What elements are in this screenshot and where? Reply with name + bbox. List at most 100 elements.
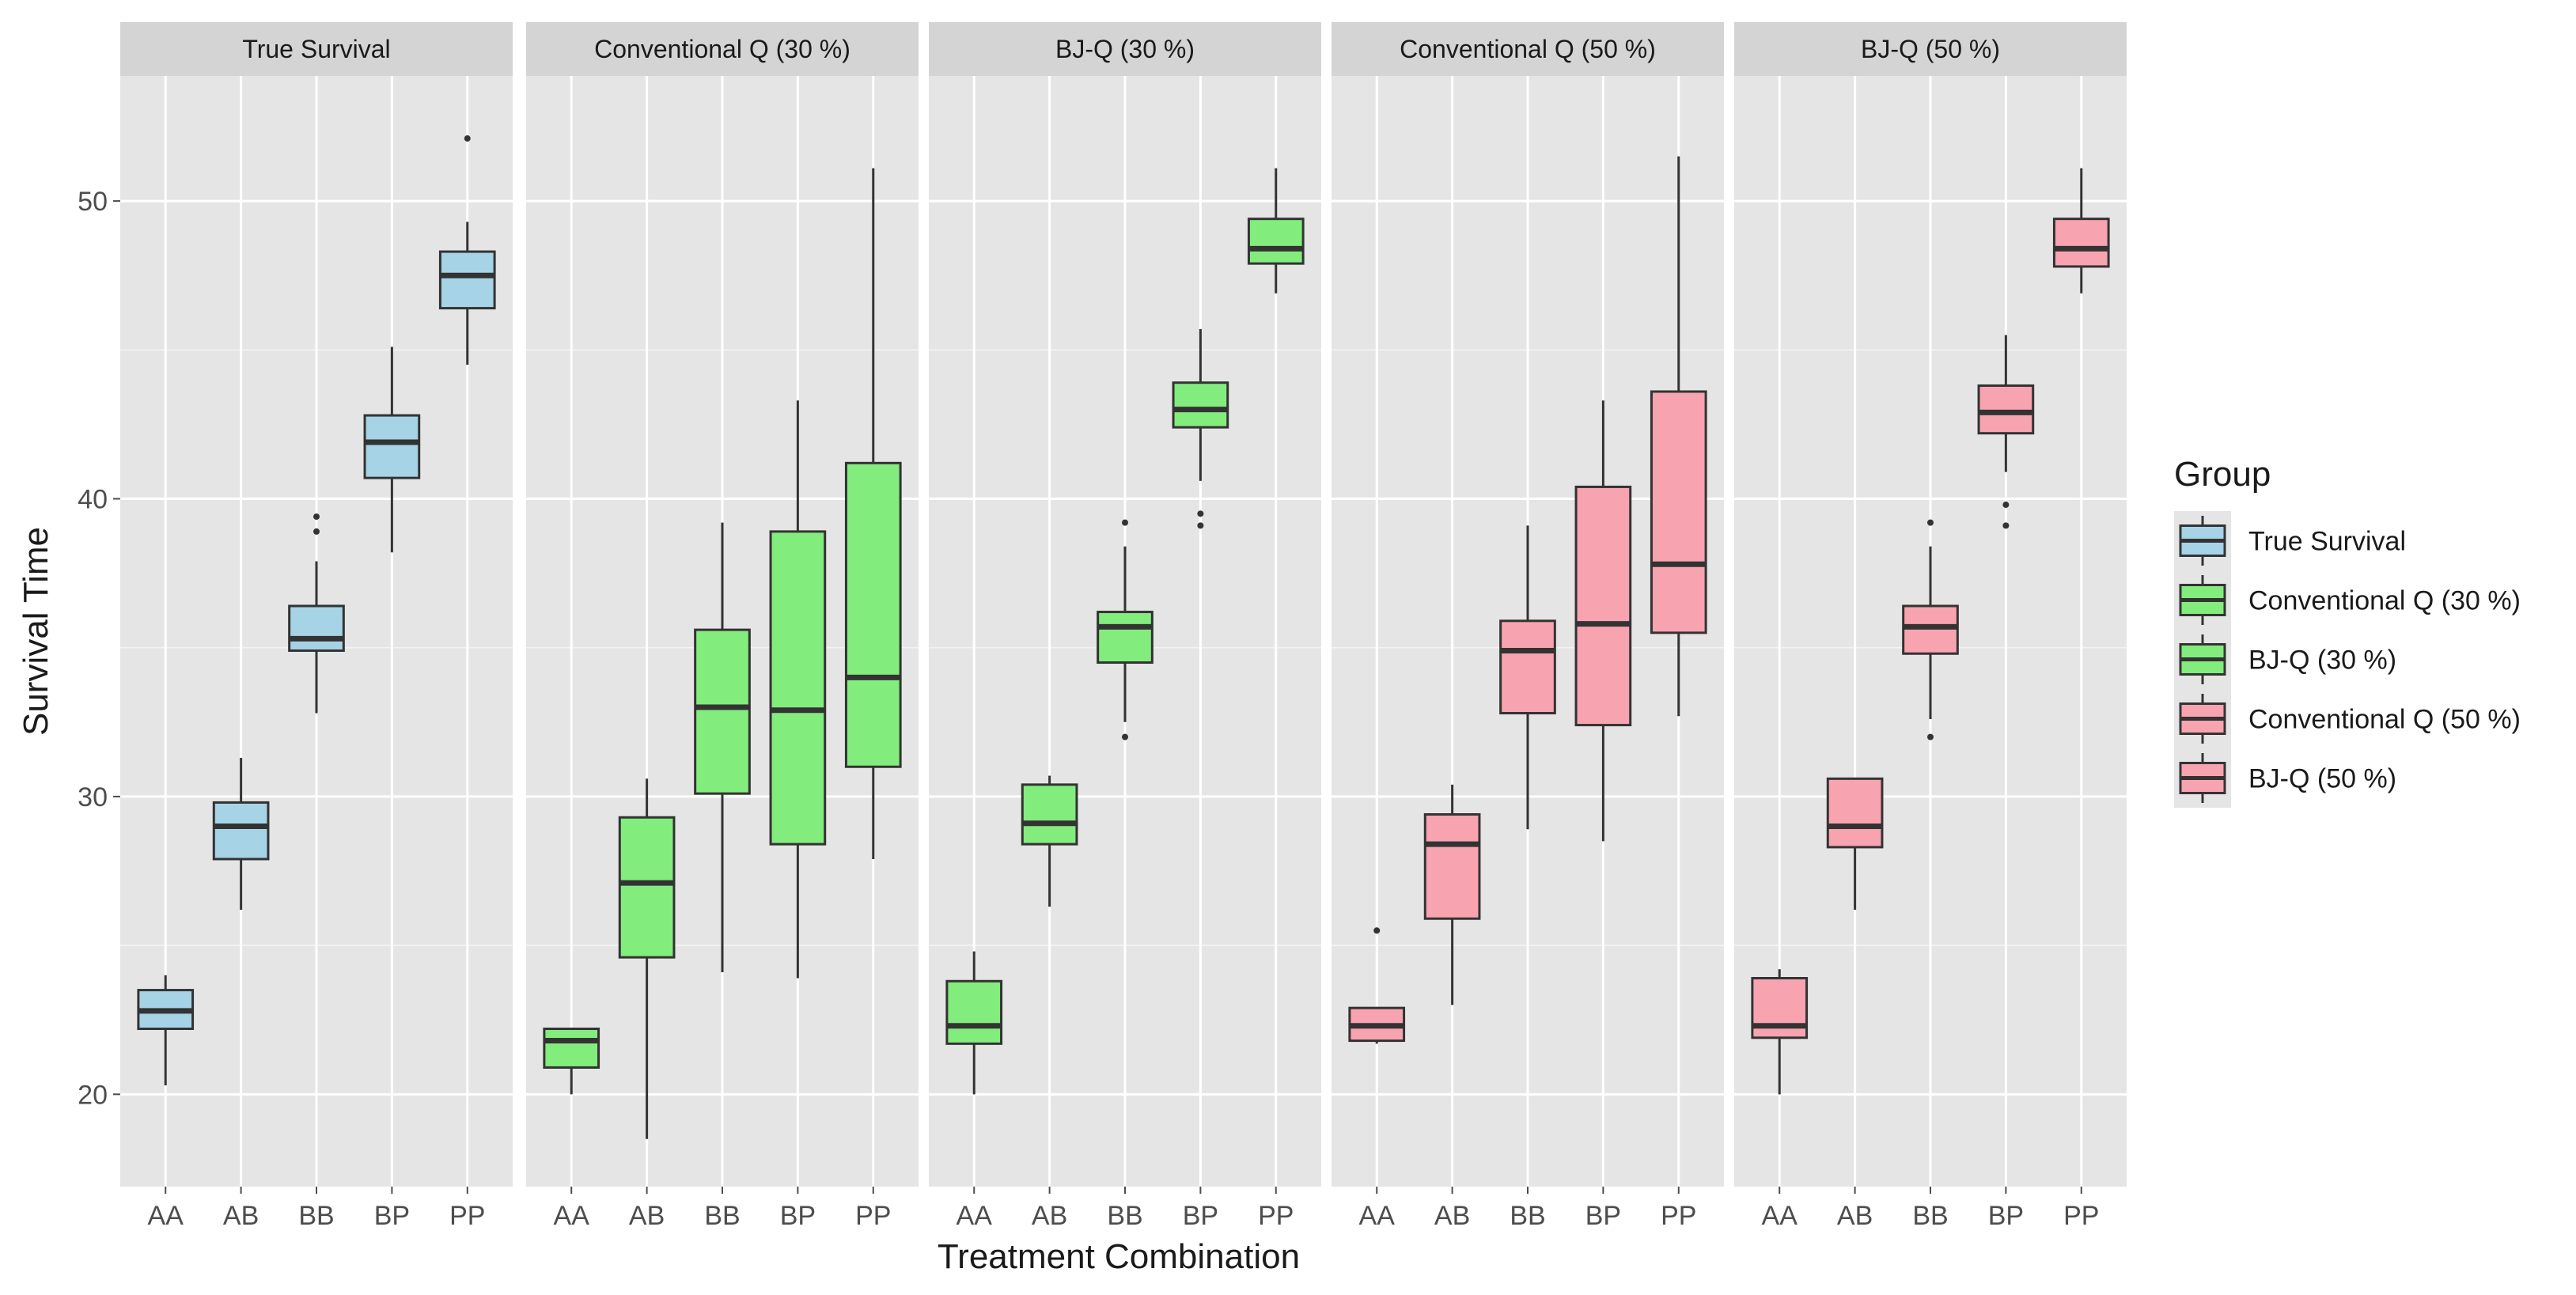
box-pp [1247, 168, 1305, 293]
x-tick-label: BP [780, 1201, 816, 1231]
outlier-point [464, 135, 471, 142]
outlier-point [1927, 733, 1934, 740]
y-tick-label: 30 [78, 782, 108, 812]
outlier-point [1927, 519, 1934, 526]
legend-key [2174, 689, 2231, 748]
box-pp [438, 135, 496, 365]
x-tick-label: AA [148, 1201, 184, 1231]
legend-label: BJ-Q (30 %) [2248, 646, 2396, 676]
box-iqr [618, 816, 676, 959]
x-tick-label: PP [2063, 1201, 2099, 1231]
outlier-point [1197, 510, 1204, 517]
box-iqr [1751, 977, 1809, 1039]
x-tick-label: BB [1912, 1201, 1948, 1231]
x-tick-label: BP [1585, 1201, 1621, 1231]
x-tick-label: BB [704, 1201, 740, 1231]
box-iqr [2052, 218, 2110, 268]
outlier-point [1122, 519, 1128, 526]
box-iqr [1902, 604, 1959, 655]
x-tick-label: AB [1434, 1201, 1470, 1231]
box-iqr [844, 461, 902, 768]
box-iqr [288, 604, 345, 652]
legend-key [2174, 570, 2231, 630]
x-tick-label: AB [1837, 1201, 1873, 1231]
box-iqr [1826, 777, 1884, 849]
panel-strip [929, 22, 1321, 76]
legend-label: Conventional Q (50 %) [2248, 705, 2521, 735]
x-tick-label: PP [1661, 1201, 1696, 1231]
panel-strip [1332, 22, 1724, 76]
legend-key [2174, 511, 2231, 570]
legend-key [2174, 748, 2231, 808]
x-tick-label: PP [855, 1201, 891, 1231]
legend-key [2174, 630, 2231, 689]
box-aa [543, 1028, 600, 1095]
box-iqr [1172, 381, 1229, 429]
panel-strip-title: Conventional Q (30 %) [594, 35, 850, 63]
box-bp [1977, 335, 2035, 529]
box-ab [212, 757, 270, 910]
box-aa [1348, 927, 1406, 1044]
x-tick-label: AB [223, 1201, 259, 1231]
box-pp [1650, 156, 1707, 717]
outlier-point [2002, 522, 2010, 529]
outlier-point [1122, 733, 1128, 740]
panel-strip [1734, 22, 2127, 76]
box-iqr [694, 628, 751, 795]
x-tick-label: AA [957, 1201, 993, 1231]
box-bb [288, 513, 345, 714]
x-tick-label: BP [374, 1201, 410, 1231]
outlier-point [313, 513, 320, 521]
y-tick-label: 40 [78, 484, 108, 514]
box-ab [1423, 784, 1481, 1005]
box-pp [2052, 168, 2110, 293]
box-iqr [438, 250, 496, 310]
x-tick-label: AB [1032, 1201, 1067, 1231]
x-tick-label: BB [1107, 1201, 1142, 1231]
panel-strip [526, 22, 919, 76]
panel-strip-title: BJ-Q (50 %) [1861, 35, 2000, 63]
box-bb [694, 522, 751, 972]
x-axis-title: Treatment Combination [938, 1237, 1300, 1276]
box-aa [1751, 969, 1809, 1095]
x-tick-label: AB [629, 1201, 665, 1231]
x-tick-label: PP [449, 1201, 485, 1231]
panel-strip-title: True Survival [242, 35, 390, 63]
x-tick-label: PP [1258, 1201, 1294, 1231]
box-bb [1902, 519, 1959, 740]
legend-label: BJ-Q (50 %) [2248, 764, 2396, 794]
box-iqr [543, 1028, 600, 1069]
box-bp [1574, 400, 1632, 842]
x-tick-label: AA [1762, 1201, 1798, 1231]
box-aa [945, 951, 1003, 1095]
box-iqr [1423, 812, 1481, 920]
box-iqr [1499, 619, 1556, 715]
box-pp [844, 168, 902, 859]
legend-title: Group [2174, 455, 2271, 494]
box-iqr [1021, 783, 1078, 846]
panel-strip-title: Conventional Q (50 %) [1400, 35, 1656, 63]
box-bb [1499, 525, 1556, 830]
legend-label: Conventional Q (30 %) [2248, 586, 2521, 616]
x-tick-label: AA [554, 1201, 590, 1231]
y-tick-label: 20 [78, 1080, 108, 1110]
box-iqr [212, 801, 270, 861]
box-iqr [1574, 485, 1632, 727]
box-ab [618, 778, 676, 1139]
box-iqr [769, 530, 827, 846]
outlier-point [1373, 927, 1381, 934]
x-tick-label: BB [1510, 1201, 1545, 1231]
outlier-point [2002, 502, 2010, 509]
panel-strip [120, 22, 513, 76]
y-axis-title: Survival Time [17, 527, 55, 736]
panel-strip-title: BJ-Q (30 %) [1055, 35, 1195, 63]
y-tick-label: 50 [78, 187, 108, 217]
box-iqr [1650, 390, 1707, 634]
box-iqr [363, 414, 421, 479]
box-ab [1021, 775, 1078, 907]
outlier-point [1197, 522, 1204, 529]
box-ab [1826, 777, 1884, 910]
box-bp [1172, 328, 1229, 529]
box-iqr [1977, 384, 2035, 435]
